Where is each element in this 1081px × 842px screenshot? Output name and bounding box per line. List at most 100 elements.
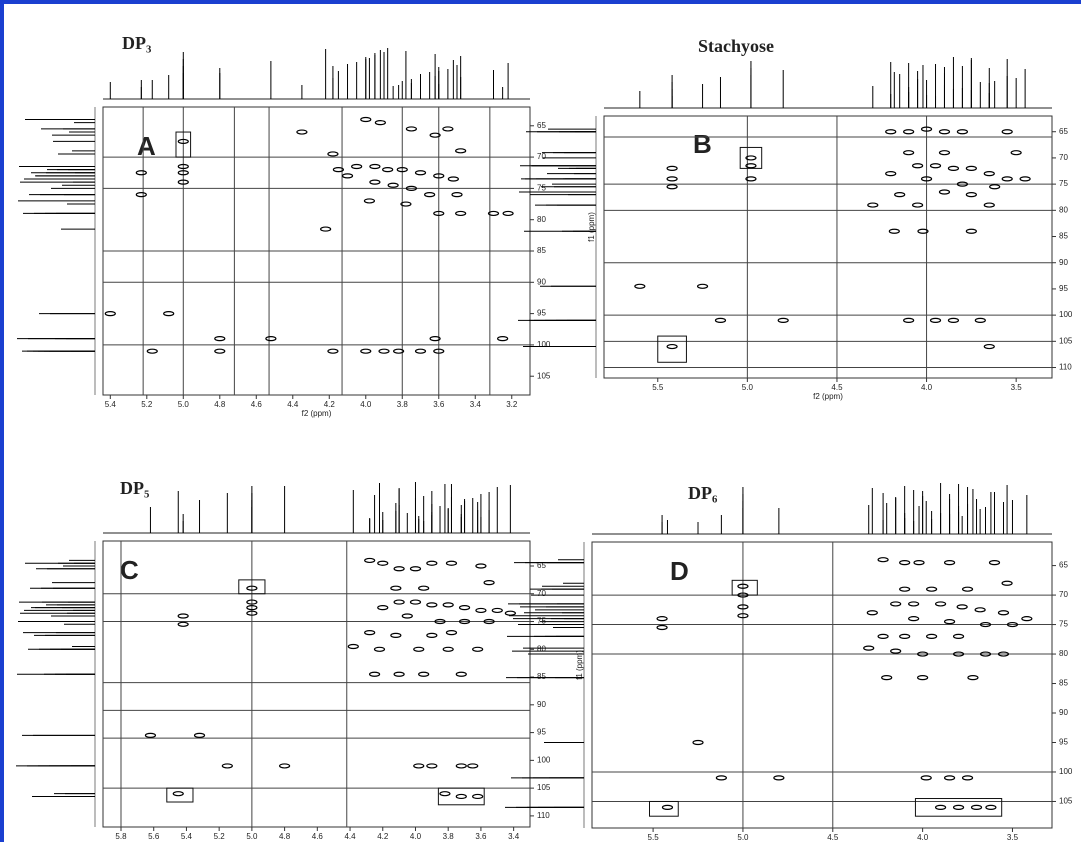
y-axis-label: f1 (ppm) <box>587 212 596 242</box>
cross-peak <box>352 164 362 168</box>
cross-peak <box>975 608 985 612</box>
cross-peak <box>984 345 994 349</box>
cross-peak <box>484 581 494 585</box>
cross-peak <box>635 284 645 288</box>
cross-peak <box>378 606 388 610</box>
cross-peak <box>406 127 416 131</box>
cross-peak <box>878 558 888 562</box>
x-tick-label: 4.2 <box>324 400 336 409</box>
y-tick-label: 105 <box>537 371 551 380</box>
cross-peak <box>895 193 905 197</box>
cross-peak <box>476 608 486 612</box>
cross-peak <box>954 634 964 638</box>
cross-peak <box>990 185 1000 189</box>
cross-peak <box>1011 151 1021 155</box>
x-tick-label: 3.5 <box>1007 833 1019 842</box>
x-tick-label: 4.0 <box>921 383 933 392</box>
cross-peak <box>440 792 450 796</box>
y-tick-label: 100 <box>1059 767 1073 776</box>
x-tick-label: 4.0 <box>917 833 929 842</box>
cross-peak <box>446 561 456 565</box>
cross-peak <box>365 631 375 635</box>
cross-peak <box>998 611 1008 615</box>
cross-peak <box>370 672 380 676</box>
figure: DP₃A5.45.25.04.84.64.44.24.03.83.63.43.2… <box>0 0 1081 842</box>
cross-peak <box>1022 617 1032 621</box>
cross-peak <box>657 617 667 621</box>
cross-peak <box>427 764 437 768</box>
cross-peak <box>145 733 155 737</box>
cross-peak <box>878 634 888 638</box>
cross-peak <box>927 587 937 591</box>
cross-peak <box>913 164 923 168</box>
cross-peak <box>986 805 996 809</box>
panel-letter: D <box>670 556 689 586</box>
cross-peak <box>667 185 677 189</box>
cross-peak <box>388 183 398 187</box>
cross-peak <box>886 130 896 134</box>
x-tick-label: 4.0 <box>360 400 372 409</box>
cross-peak <box>178 614 188 618</box>
cross-peak <box>446 631 456 635</box>
x-tick-label: 5.8 <box>115 832 127 841</box>
cross-peak <box>178 622 188 626</box>
y-tick-label: 75 <box>1059 179 1068 188</box>
x-tick-label: 5.6 <box>148 832 160 841</box>
cross-peak <box>904 130 914 134</box>
y-tick-label: 100 <box>537 340 551 349</box>
cross-peak <box>147 349 157 353</box>
plot-frame <box>604 116 1052 378</box>
cross-peak <box>328 349 338 353</box>
x-tick-label: 3.5 <box>1011 383 1023 392</box>
y-tick-label: 65 <box>1059 127 1068 136</box>
x-tick-label: 4.5 <box>827 833 839 842</box>
cross-peak <box>889 229 899 233</box>
y-tick-label: 90 <box>1059 258 1068 267</box>
cross-peak <box>410 600 420 604</box>
cross-peak <box>945 776 955 780</box>
cross-peak <box>891 649 901 653</box>
cross-peak <box>968 676 978 680</box>
y-tick-label: 70 <box>1059 590 1068 599</box>
y-tick-label: 65 <box>1059 561 1068 570</box>
cross-peak <box>867 611 877 615</box>
x-tick-label: 3.4 <box>508 832 520 841</box>
cross-peak <box>948 166 958 170</box>
cross-peak <box>473 647 483 651</box>
cross-peak <box>383 168 393 172</box>
cross-peak <box>966 229 976 233</box>
x-tick-label: 5.2 <box>214 832 226 841</box>
cross-peak <box>456 211 466 215</box>
x-axis-label: f2 (ppm) <box>813 392 843 401</box>
y-tick-label: 110 <box>537 811 550 820</box>
x-tick-label: 4.0 <box>410 832 422 841</box>
cross-peak <box>716 776 726 780</box>
x-tick-label: 4.2 <box>377 832 389 841</box>
cross-peak <box>505 611 515 615</box>
y-tick-label: 90 <box>537 277 546 286</box>
x-tick-label: 5.0 <box>742 383 754 392</box>
cross-peak <box>900 587 910 591</box>
cross-peak <box>427 561 437 565</box>
y-tick-label: 85 <box>1059 679 1068 688</box>
y-tick-label: 80 <box>1059 205 1068 214</box>
cross-peak <box>443 647 453 651</box>
cross-peak <box>900 634 910 638</box>
cross-peak <box>936 805 946 809</box>
cross-peak <box>778 318 788 322</box>
panel-letter: C <box>120 555 139 585</box>
cross-peak <box>498 337 508 341</box>
cross-peak <box>414 764 424 768</box>
cross-peak <box>975 318 985 322</box>
cross-peak <box>476 564 486 568</box>
cross-peak <box>365 558 375 562</box>
x-tick-label: 3.4 <box>470 400 482 409</box>
y-tick-label: 95 <box>1059 738 1068 747</box>
x-tick-label: 4.8 <box>279 832 291 841</box>
y-tick-label: 95 <box>1059 284 1068 293</box>
cross-peak <box>297 130 307 134</box>
cross-peak <box>891 602 901 606</box>
cross-peak <box>374 647 384 651</box>
y-tick-label: 70 <box>537 152 546 161</box>
cross-peak <box>882 676 892 680</box>
